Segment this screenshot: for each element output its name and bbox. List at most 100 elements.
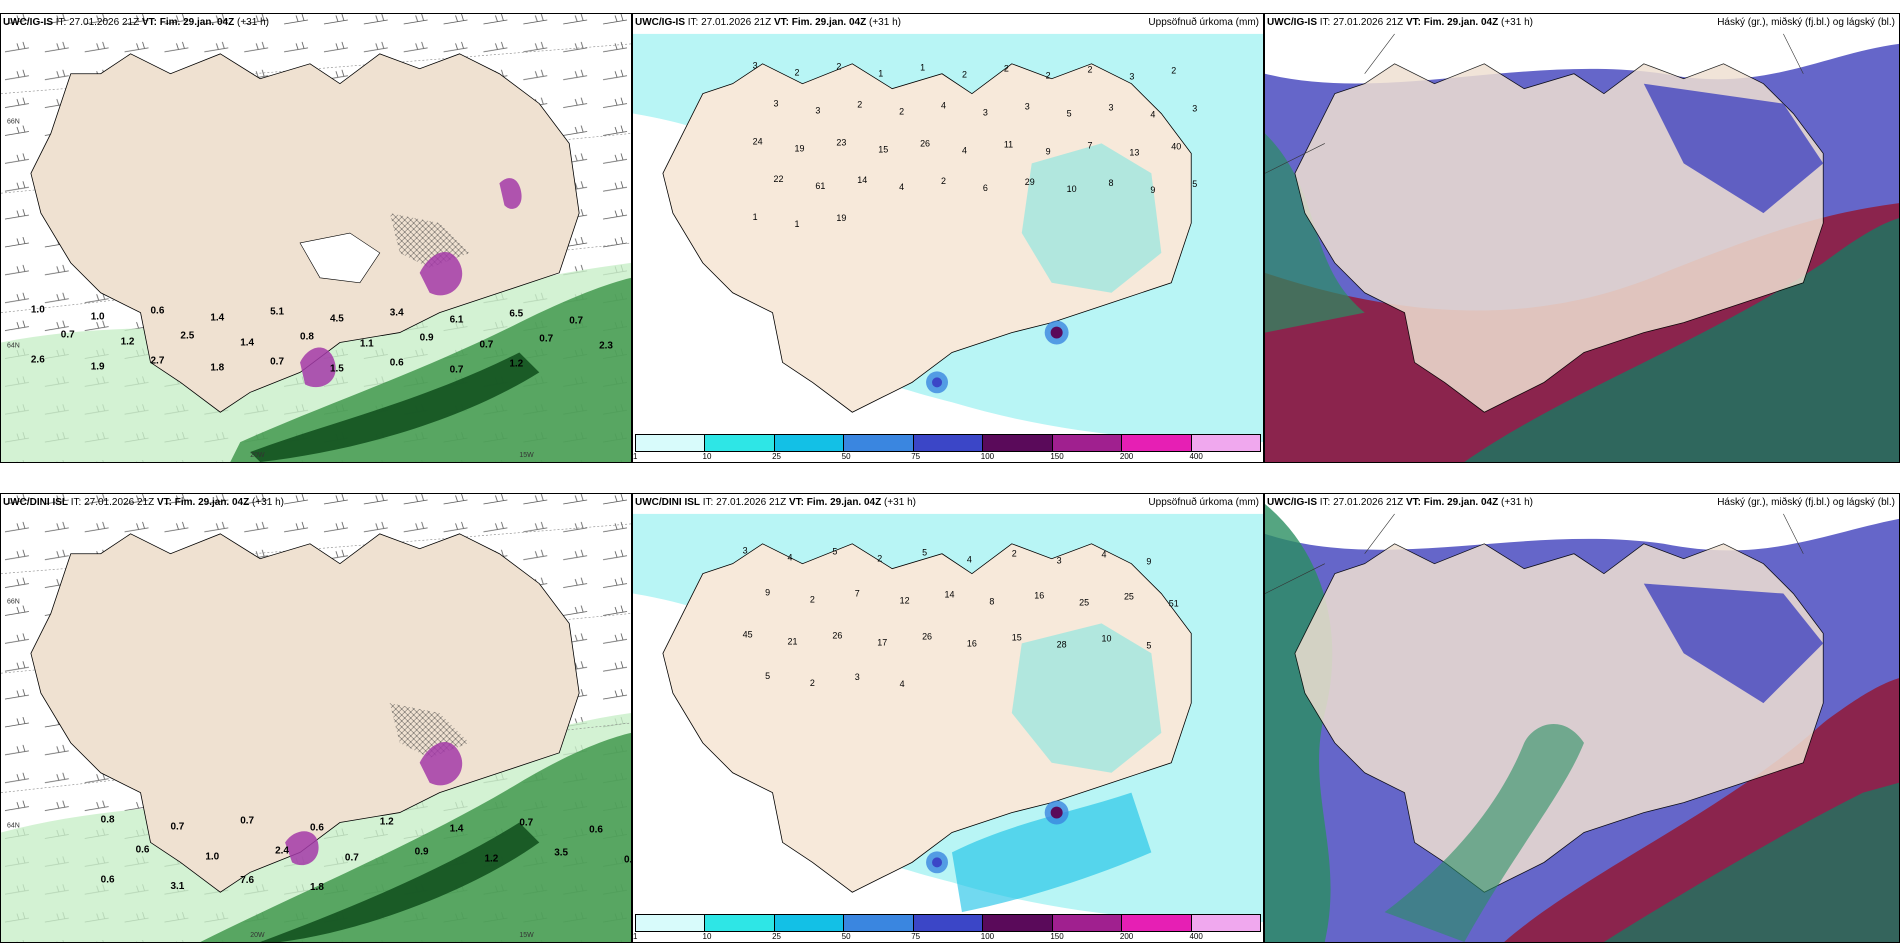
precip-legend xyxy=(635,914,1261,932)
map-value-label: 0.7 xyxy=(479,340,493,351)
panel-header: UWC/IG-IS IT: 27.01.2026 21Z VT: Fim. 29… xyxy=(3,17,269,28)
legend-swatch xyxy=(913,915,984,931)
precip-rate-labels: 0.8 0.7 0.7 0.6 1.2 1.4 0.7 0.6 0.6 1.0 2.4 0.7 0.9 1… xyxy=(101,815,631,894)
product-title: Uppsöfnuð úrkoma (mm) xyxy=(1148,17,1259,28)
map-value-label: 4 xyxy=(1102,550,1107,560)
map-canvas xyxy=(1265,494,1899,942)
map-value-label: 9 xyxy=(1046,146,1051,156)
legend-swatch xyxy=(983,915,1053,931)
legend-swatch xyxy=(1122,915,1192,931)
lat-label: 66N xyxy=(7,119,20,126)
map-value-label: 2 xyxy=(836,62,841,72)
map-value-label: 22 xyxy=(774,174,784,184)
map-value-label: 14 xyxy=(857,175,867,185)
panel-header: UWC/DINI ISL IT: 27.01.2026 21Z VT: Fim.… xyxy=(3,497,284,508)
map-value-label: 2 xyxy=(810,678,815,688)
panel-clouds-bottom[interactable]: UWC/IG-IS IT: 27.01.2026 21Z VT: Fim. 29… xyxy=(1264,493,1900,943)
map-value-label: 4 xyxy=(1150,110,1155,120)
lead-time: (+31 h) xyxy=(237,17,269,28)
map-value-label: 1.8 xyxy=(310,882,324,893)
init-time: IT: 27.01.2026 21Z xyxy=(702,497,787,508)
map-value-label: 6.1 xyxy=(450,315,464,326)
legend-swatch xyxy=(1191,915,1260,931)
map-value-label: 0.6 xyxy=(390,357,404,368)
map-value-label: 0.6 xyxy=(101,874,115,885)
map-value-label: 3 xyxy=(815,106,820,116)
lat-label: 66N xyxy=(7,599,20,606)
lon-label: 15W xyxy=(519,452,534,459)
map-value-label: 5 xyxy=(1067,109,1072,119)
model-name: UWC/IG-IS xyxy=(1267,497,1317,508)
map-value-label: 1 xyxy=(753,212,758,222)
legend-tick: 400 xyxy=(1189,452,1203,461)
map-value-label: 9 xyxy=(1146,557,1151,567)
legend-swatch xyxy=(705,435,775,451)
map-value-label: 0.7 xyxy=(569,316,583,327)
map-value-label: 21 xyxy=(788,636,798,646)
map-value-label: 4.5 xyxy=(330,314,344,325)
map-canvas: 3221122223233224335343241923152641197134… xyxy=(633,33,1263,462)
panel-wind-top[interactable]: UWC/IG-IS IT: 27.01.2026 21Z VT: Fim. 29… xyxy=(0,13,632,463)
map-value-label: 3 xyxy=(1057,556,1062,566)
map-value-label: 2 xyxy=(794,68,799,78)
map-value-label: 0.7 xyxy=(450,364,464,375)
map-value-label: 8 xyxy=(989,597,994,607)
legend-swatch xyxy=(1191,435,1260,451)
map-value-label: 16 xyxy=(967,638,977,648)
panel-precip-bottom[interactable]: UWC/DINI ISL IT: 27.01.2026 21Z VT: Fim.… xyxy=(632,493,1264,943)
lon-label: 20W xyxy=(250,932,265,939)
map-value-label: 2 xyxy=(1088,65,1093,75)
lead-time: (+31 h) xyxy=(884,497,916,508)
map-value-label: 2 xyxy=(1171,66,1176,76)
iceland-landmass xyxy=(30,533,580,893)
map-value-label: 7 xyxy=(855,589,860,599)
map-value-label: 0.9 xyxy=(420,333,434,344)
panel-wind-bottom[interactable]: UWC/DINI ISL IT: 27.01.2026 21Z VT: Fim.… xyxy=(0,493,632,943)
map-value-label: 2 xyxy=(877,554,882,564)
model-name: UWC/IG-IS xyxy=(3,17,53,28)
map-value-label: 3 xyxy=(1192,104,1197,114)
iceland-landmass xyxy=(662,543,1192,893)
valid-time: VT: Fim. 29.jan. 04Z xyxy=(1405,17,1499,28)
legend-tick: 50 xyxy=(841,932,851,941)
legend-swatch xyxy=(844,915,914,931)
init-time: IT: 27.01.2026 21Z xyxy=(1319,497,1404,508)
map-value-label: 2.4 xyxy=(275,845,289,856)
map-value-label: 10 xyxy=(1067,184,1077,194)
map-value-label: 0.7 xyxy=(519,818,533,829)
map-value-label: 3 xyxy=(743,546,748,556)
legend-swatch xyxy=(705,915,775,931)
lat-label: 64N xyxy=(7,343,20,350)
panel-header: UWC/IG-IS IT: 27.01.2026 21Z VT: Fim. 29… xyxy=(635,17,901,28)
map-value-label: 14 xyxy=(945,590,955,600)
map-value-label: 40 xyxy=(1171,141,1181,151)
map-value-label: 3 xyxy=(983,108,988,118)
map-value-label: 0.6 xyxy=(151,306,165,317)
map-value-label: 4 xyxy=(899,182,904,192)
iceland-landmass xyxy=(30,53,580,413)
init-time: IT: 27.01.2026 21Z xyxy=(687,17,772,28)
legend-tick: 25 xyxy=(772,932,782,941)
panel-precip-top[interactable]: UWC/IG-IS IT: 27.01.2026 21Z VT: Fim. 29… xyxy=(632,13,1264,463)
lead-time: (+31 h) xyxy=(1501,497,1533,508)
map-value-label: 2.5 xyxy=(180,331,194,342)
map-value-label: 3 xyxy=(1108,103,1113,113)
model-name: UWC/IG-IS xyxy=(635,17,685,28)
map-value-label: 2 xyxy=(810,595,815,605)
panel-clouds-top[interactable]: UWC/IG-IS IT: 27.01.2026 21Z VT: Fim. 29… xyxy=(1264,13,1900,463)
map-value-label: 0.7 xyxy=(61,330,75,341)
map-value-label: 0.7 xyxy=(240,816,254,827)
map-value-label: 29 xyxy=(1025,177,1035,187)
map-value-label: 4 xyxy=(788,553,793,563)
map-value-label: 1 xyxy=(920,63,925,73)
map-value-label: 5 xyxy=(1146,640,1151,650)
valid-time: VT: Fim. 29.jan. 04Z xyxy=(156,497,250,508)
map-value-label: 4 xyxy=(967,555,972,565)
map-value-label: 9 xyxy=(1150,185,1155,195)
legend-swatch xyxy=(844,435,914,451)
map-value-label: 0.8 xyxy=(300,332,314,343)
map-value-label: 0.7 xyxy=(170,822,184,833)
map-value-label: 1 xyxy=(878,69,883,79)
legend-swatch xyxy=(983,435,1053,451)
map-value-label: 1.4 xyxy=(240,338,254,349)
